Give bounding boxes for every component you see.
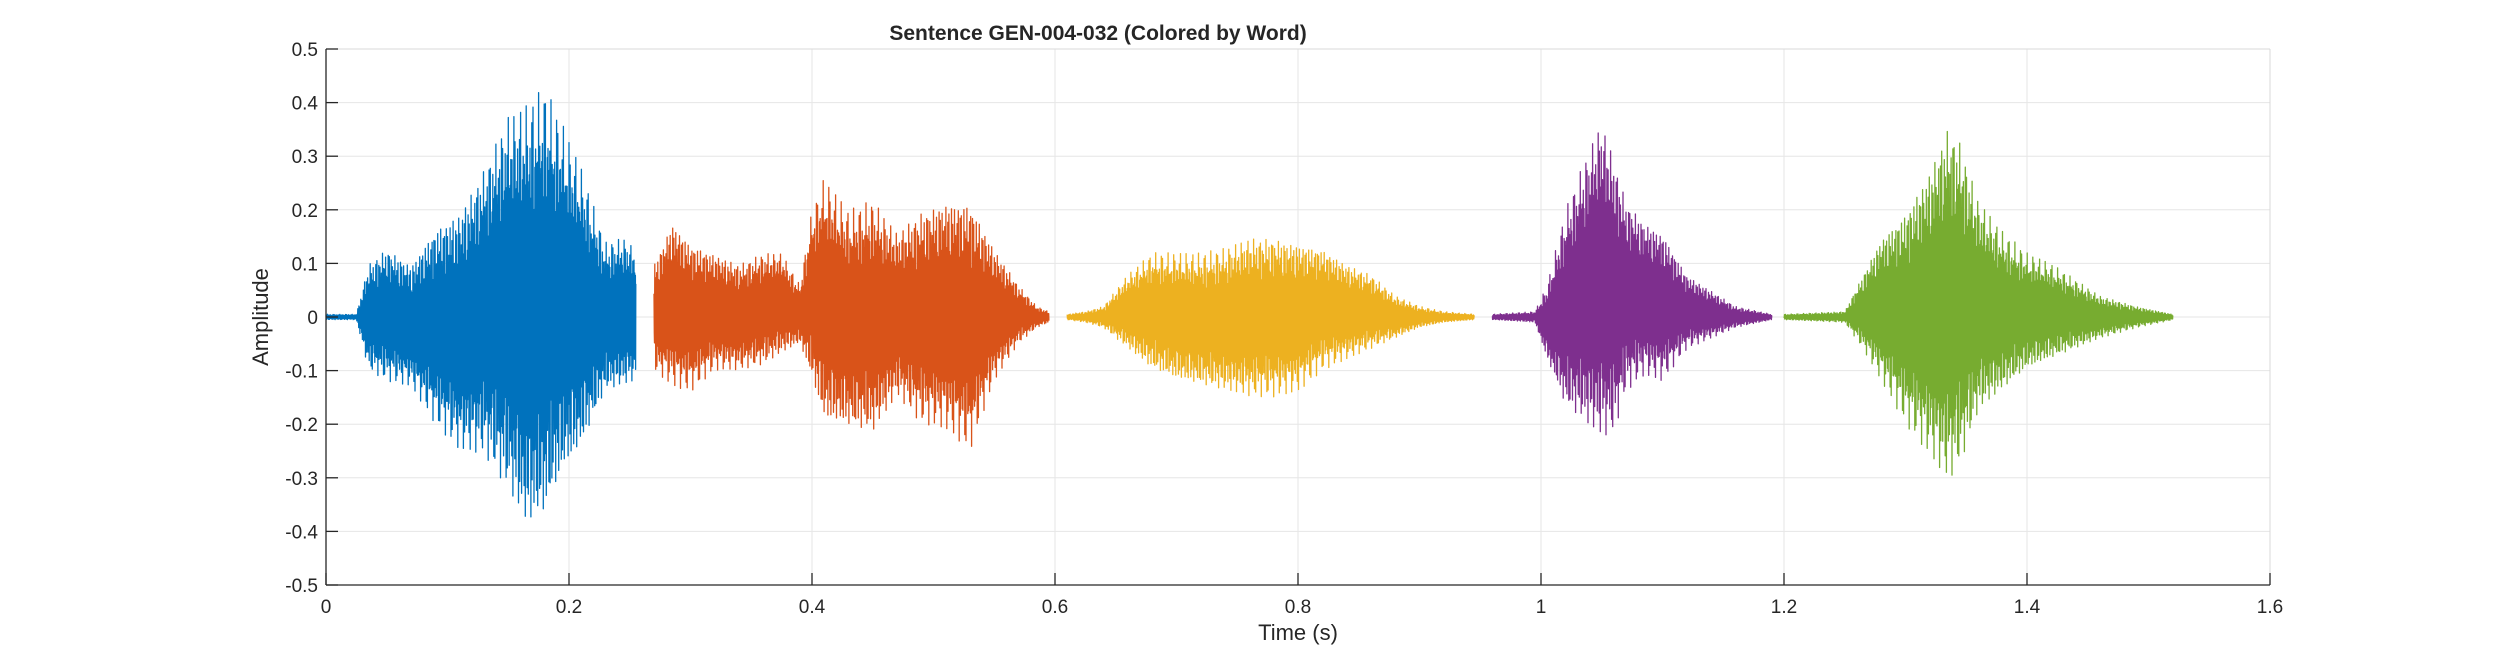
y-tick-label: -0.3: [285, 469, 318, 490]
y-tick-label: 0.1: [292, 254, 318, 275]
axes: [325, 48, 2271, 586]
series-group: [325, 92, 2174, 518]
x-axis-label: Time (s): [1258, 620, 1338, 645]
y-tick-label: 0.2: [292, 201, 318, 222]
y-axis-label: Amplitude: [248, 268, 273, 366]
y-tick-label: 0.3: [292, 147, 318, 168]
y-tick-label: 0: [307, 308, 318, 329]
x-tick-label: 0.6: [1042, 597, 1068, 618]
tick-labels: 0 0.2 0.4 0.6 0.8 1 1.2 1.4 1.60.50.40.30.20.10-…: [285, 40, 2283, 618]
waveform-series-3: [1066, 238, 1475, 398]
x-tick-label: 0.4: [799, 597, 826, 618]
waveform-series-2: [653, 180, 1050, 447]
x-tick-label: 1: [1536, 597, 1547, 618]
y-tick-label: -0.2: [285, 415, 318, 436]
x-tick-label: 1.4: [2014, 597, 2041, 618]
x-tick-label: 1.6: [2257, 597, 2283, 618]
x-tick-label: 0.2: [556, 597, 582, 618]
y-tick-label: -0.4: [285, 522, 318, 543]
waveform-series-4: [1491, 132, 1773, 436]
y-tick-label: 0.5: [292, 40, 318, 61]
x-tick-label: 0: [321, 597, 332, 618]
y-tick-label: -0.5: [285, 576, 318, 597]
waveform-series-1: [325, 92, 637, 518]
chart-title: Sentence GEN-004-032 (Colored by Word): [889, 22, 1306, 45]
x-tick-label: 0.8: [1285, 597, 1311, 618]
y-tick-label: 0.4: [292, 94, 319, 115]
waveform-series-5: [1783, 130, 2174, 476]
y-tick-label: -0.1: [285, 362, 318, 383]
x-tick-label: 1.2: [1771, 597, 1797, 618]
